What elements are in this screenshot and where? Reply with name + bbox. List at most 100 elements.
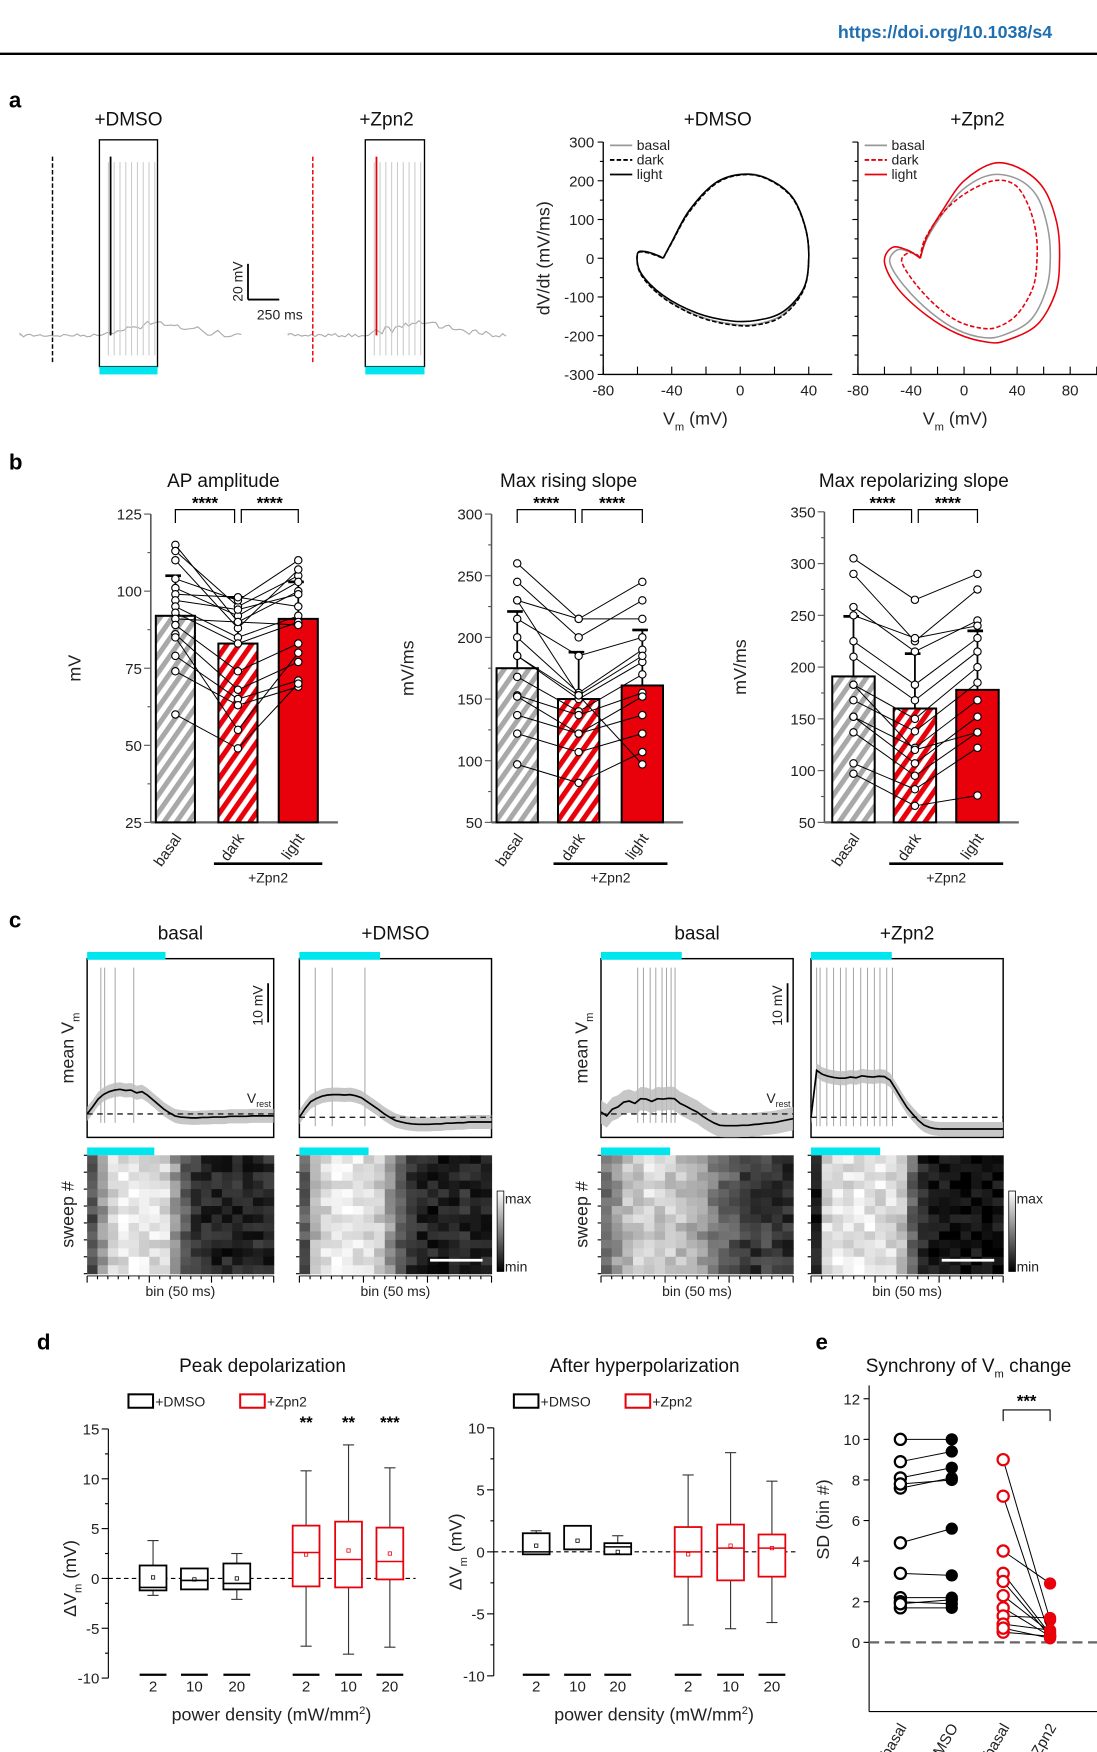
mean-marker [304,1552,309,1557]
heatmap-cell [707,1222,719,1232]
heatmap-cell [149,1155,161,1165]
data-point-treated [1043,1632,1057,1645]
data-point [294,577,303,587]
doi-link[interactable]: https://doi.org/10.1038/s4 [838,22,1052,42]
sem-band [299,1087,492,1132]
heatmap-cell [633,1231,645,1241]
heatmap-cell [221,1231,233,1241]
heatmap-cell [159,1214,171,1224]
heatmap-cell [395,1214,407,1224]
heatmap-cell [686,1155,698,1165]
heatmap-cell [416,1231,429,1241]
y-tick-label: 0 [476,1544,484,1561]
heatmap-cell [320,1239,332,1249]
heatmap-cell [480,1256,493,1266]
heatmap-cell [342,1265,354,1275]
heatmap-cell [729,1206,741,1216]
heatmap-cell [252,1214,264,1224]
vrest-label: Vrest [766,1090,791,1109]
heatmap-cell [459,1239,471,1249]
panel-title: +DMSO [361,924,429,945]
heatmap-cell [232,1180,244,1190]
heatmap-cell [118,1197,130,1207]
heatmap-cell [159,1180,171,1190]
heatmap-cell [128,1265,140,1275]
heatmap-cell [459,1265,471,1275]
heatmap-cell [992,1155,1004,1165]
heatmap-cell [643,1172,655,1182]
heatmap-cell [149,1239,161,1249]
heatmap-cell [97,1231,109,1241]
heatmap-cell [180,1189,192,1199]
heatmap-cell [811,1248,823,1258]
heatmap-cell [675,1222,687,1232]
heatmap-cell [907,1155,919,1165]
heatmap-cell [201,1239,213,1249]
heatmap-cell [480,1265,493,1275]
heatmap-cell [832,1256,844,1266]
heatmap-cell [342,1248,354,1258]
significance-bracket [174,508,236,523]
heatmap-cell [384,1189,397,1199]
heatmap-cell [821,1239,833,1249]
heatmap-cell [949,1180,962,1190]
heatmap-cell [601,1206,613,1216]
data-point [910,595,920,605]
heatmap-cell [971,1239,983,1249]
legend-label-basal: basal [637,137,670,153]
heatmap-cell [190,1248,202,1258]
heatmap-cell [750,1189,762,1199]
box [757,1533,787,1578]
heatmap-cell [853,1256,865,1266]
data-point [171,546,180,556]
paired-line [900,1601,952,1605]
heatmap-cell [821,1180,833,1190]
vrest-label-part: rest [256,1099,271,1109]
heatmap-cell [843,1189,855,1199]
heatmap-cell [697,1172,709,1182]
heatmap-cell [739,1265,752,1275]
heatmap-cell [406,1206,418,1216]
data-point [171,651,180,661]
data-point [638,729,647,738]
heatmap-cell [875,1197,887,1207]
y-tick-label: 0 [852,1635,860,1652]
x-tick-label: -40 [900,383,922,400]
data-point [973,791,982,800]
heatmap-cell [459,1222,471,1232]
paired-line [1003,1615,1051,1619]
phase-curve-basal [636,173,810,327]
heatmap-cell [896,1248,908,1258]
heatmap-cell [697,1231,709,1241]
paired-line [1002,1607,1051,1637]
heatmap-cell [263,1180,275,1190]
heatmap-cell [939,1265,951,1275]
heatmap-cell [242,1206,254,1216]
heatmap-cell [992,1222,1004,1232]
heatmap-cell [821,1163,833,1173]
heatmap-cell [686,1265,698,1275]
heatmap-cell [875,1265,887,1275]
mean-marker [150,1575,156,1580]
heatmap-cell [480,1172,493,1182]
heatmap-cell [252,1265,264,1275]
heatmap-cell [771,1265,784,1275]
heatmap-cell [242,1197,254,1207]
heatmap-cell [232,1265,244,1275]
data-point [233,605,243,614]
heatmap-cell [331,1231,343,1241]
heatmap-cell [907,1197,919,1207]
heatmap-cell [374,1189,386,1199]
heatmap-cell [363,1239,375,1249]
heatmap-cell [811,1172,823,1182]
heatmap-cell [159,1239,171,1249]
heatmap-cell [665,1256,677,1266]
heatmap-cell [374,1231,386,1241]
heatmap-cell [611,1197,623,1207]
heatmap-cell [138,1231,150,1241]
heatmap-cell [242,1163,254,1173]
heatmap-cell [675,1180,687,1190]
heatmap-cell [170,1239,181,1249]
heatmap-cell [384,1222,397,1232]
trace-frame [86,957,275,1139]
